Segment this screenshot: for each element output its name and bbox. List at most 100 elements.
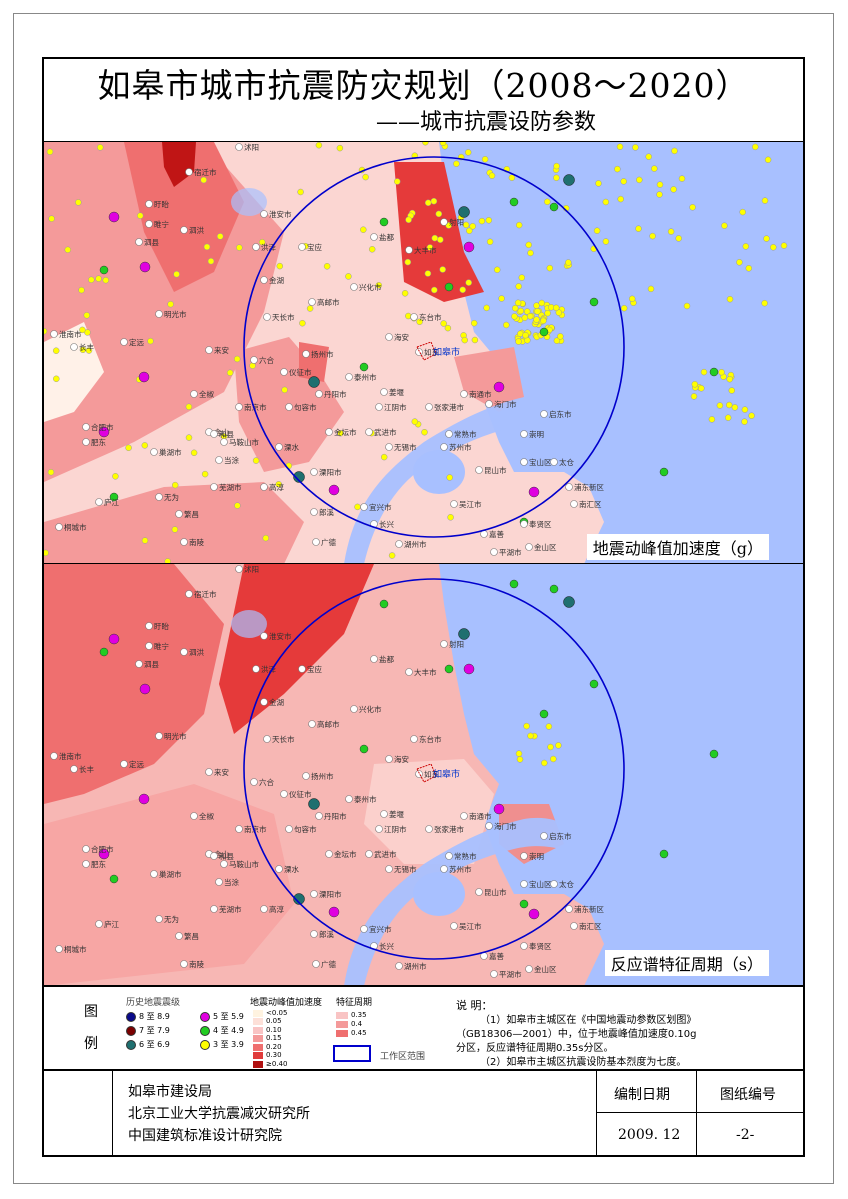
place-marker	[350, 705, 358, 713]
title-block-divider-2	[596, 1071, 597, 1155]
quake-dot-m3	[636, 176, 643, 184]
place-label: 洪泽	[261, 664, 276, 674]
magnitude-label: 5 至 5.9	[213, 1012, 244, 1021]
place-marker	[395, 962, 403, 970]
place-label: 芜湖市	[219, 482, 242, 492]
place-label: 宝应	[307, 664, 322, 674]
quake-dot-m3	[483, 304, 490, 312]
place-label: 金湖	[269, 275, 284, 285]
place-marker	[310, 468, 318, 476]
quake-dot-m3	[764, 156, 772, 164]
place-label: 奉贤区	[529, 941, 552, 951]
sea-area	[439, 564, 803, 985]
hongze-lake	[231, 610, 267, 638]
place-marker	[490, 970, 498, 978]
quake-dot-m4	[549, 584, 559, 594]
place-marker	[205, 768, 213, 776]
place-label: 宝应	[307, 242, 322, 252]
quake-dot-m3	[546, 264, 554, 272]
quake-dot-m3	[736, 259, 743, 266]
place-marker	[150, 448, 158, 456]
place-marker	[235, 403, 243, 411]
place-marker	[475, 466, 483, 474]
quake-dot-m5	[98, 426, 110, 438]
quake-dot-m3	[745, 265, 753, 272]
quake-dot-m3	[544, 309, 551, 317]
quake-dot-m3	[388, 552, 396, 559]
pga-legend-item: 0.05	[253, 1018, 282, 1026]
quake-dot-m3	[299, 319, 306, 327]
place-marker	[312, 960, 320, 968]
place-label: 当涂	[224, 455, 239, 465]
place-marker	[540, 410, 548, 418]
quake-dot-m3	[656, 181, 664, 188]
place-marker	[82, 423, 90, 431]
place-label: 天长市	[272, 734, 295, 744]
place-label: 武进市	[374, 427, 397, 437]
place-marker	[360, 925, 368, 933]
quake-dot-m3	[553, 337, 561, 344]
drawing-frame	[42, 57, 805, 1157]
pga-map-label: 地震动峰值加速度（g）	[586, 534, 769, 560]
place-label: 溧水	[284, 864, 299, 874]
place-label: 姜堰	[389, 809, 404, 819]
quake-dot-m5	[138, 793, 150, 805]
quake-dot-m3	[464, 149, 472, 156]
place-label: 泗洪	[189, 225, 204, 235]
place-label: 睢宁	[154, 641, 169, 651]
quake-dot-m3	[515, 283, 522, 290]
place-label: 南通市	[469, 811, 492, 821]
quake-dot-m5	[528, 908, 540, 920]
place-marker	[460, 812, 468, 820]
legend-title-bottom: 例	[84, 1036, 98, 1052]
pga-label: 0.20	[266, 1042, 282, 1051]
quake-dot-m3	[234, 502, 241, 509]
quake-dot-m3	[742, 243, 750, 250]
place-marker	[145, 200, 153, 208]
place-label: 海安	[394, 332, 409, 342]
quake-dot-m3	[444, 324, 452, 332]
place-marker	[520, 942, 528, 950]
pga-label: ≥0.40	[266, 1059, 288, 1068]
pga-map: 沭阳 宿迁市 泗洪 淮安市 洪泽 宝应 金湖 天长市 高邮市 兴化市 大丰市 东台市 海安 如东 来安 六合仪…	[44, 141, 803, 563]
quake-dot-m3	[362, 173, 369, 181]
quake-dot-m3	[44, 327, 48, 335]
place-label: 金山区	[534, 964, 557, 974]
place-label: 肥东	[91, 859, 106, 869]
quake-dot-m3	[164, 558, 171, 563]
period-legend-item: 0.4	[336, 1020, 362, 1028]
quake-dot-m6	[308, 376, 320, 388]
place-marker	[425, 403, 433, 411]
quake-dot-m3	[53, 375, 60, 383]
place-label: 桐城市	[64, 522, 87, 532]
place-marker	[135, 660, 143, 668]
notes-line-2: （GB18306—2001）中，位于地震峰值加速度0.10g	[456, 1029, 697, 1040]
period-label: 0.4	[351, 1019, 363, 1028]
place-marker	[285, 825, 293, 833]
quake-dot-m3	[440, 320, 447, 327]
quake-dot-m6	[458, 206, 470, 218]
quake-dot-m3	[689, 204, 696, 211]
quake-dot-m3	[645, 153, 652, 160]
zone-0-15-nt	[454, 347, 524, 412]
zone-lt-0-05	[44, 322, 104, 422]
place-marker	[370, 655, 378, 663]
pga-label: 0.10	[266, 1025, 282, 1034]
quake-dot-m3	[252, 457, 260, 464]
place-label: 长兴	[379, 941, 394, 951]
place-marker	[565, 483, 573, 491]
place-marker	[205, 346, 213, 354]
quake-dot-m3	[632, 144, 639, 151]
place-marker	[220, 438, 228, 446]
quake-dot-m4	[659, 467, 669, 477]
quake-dot-m3	[647, 285, 655, 293]
place-label: 全椒	[199, 811, 214, 821]
quake-dot-m3	[516, 756, 524, 763]
quake-dot-m5	[98, 848, 110, 860]
quake-dot-m3	[46, 148, 54, 156]
place-label: 明光市	[164, 309, 187, 319]
place-label: 淮南市	[59, 329, 82, 339]
place-label: 常熟市	[454, 851, 477, 861]
quake-dot-m3	[534, 308, 541, 315]
quake-dot-m3	[515, 221, 523, 229]
